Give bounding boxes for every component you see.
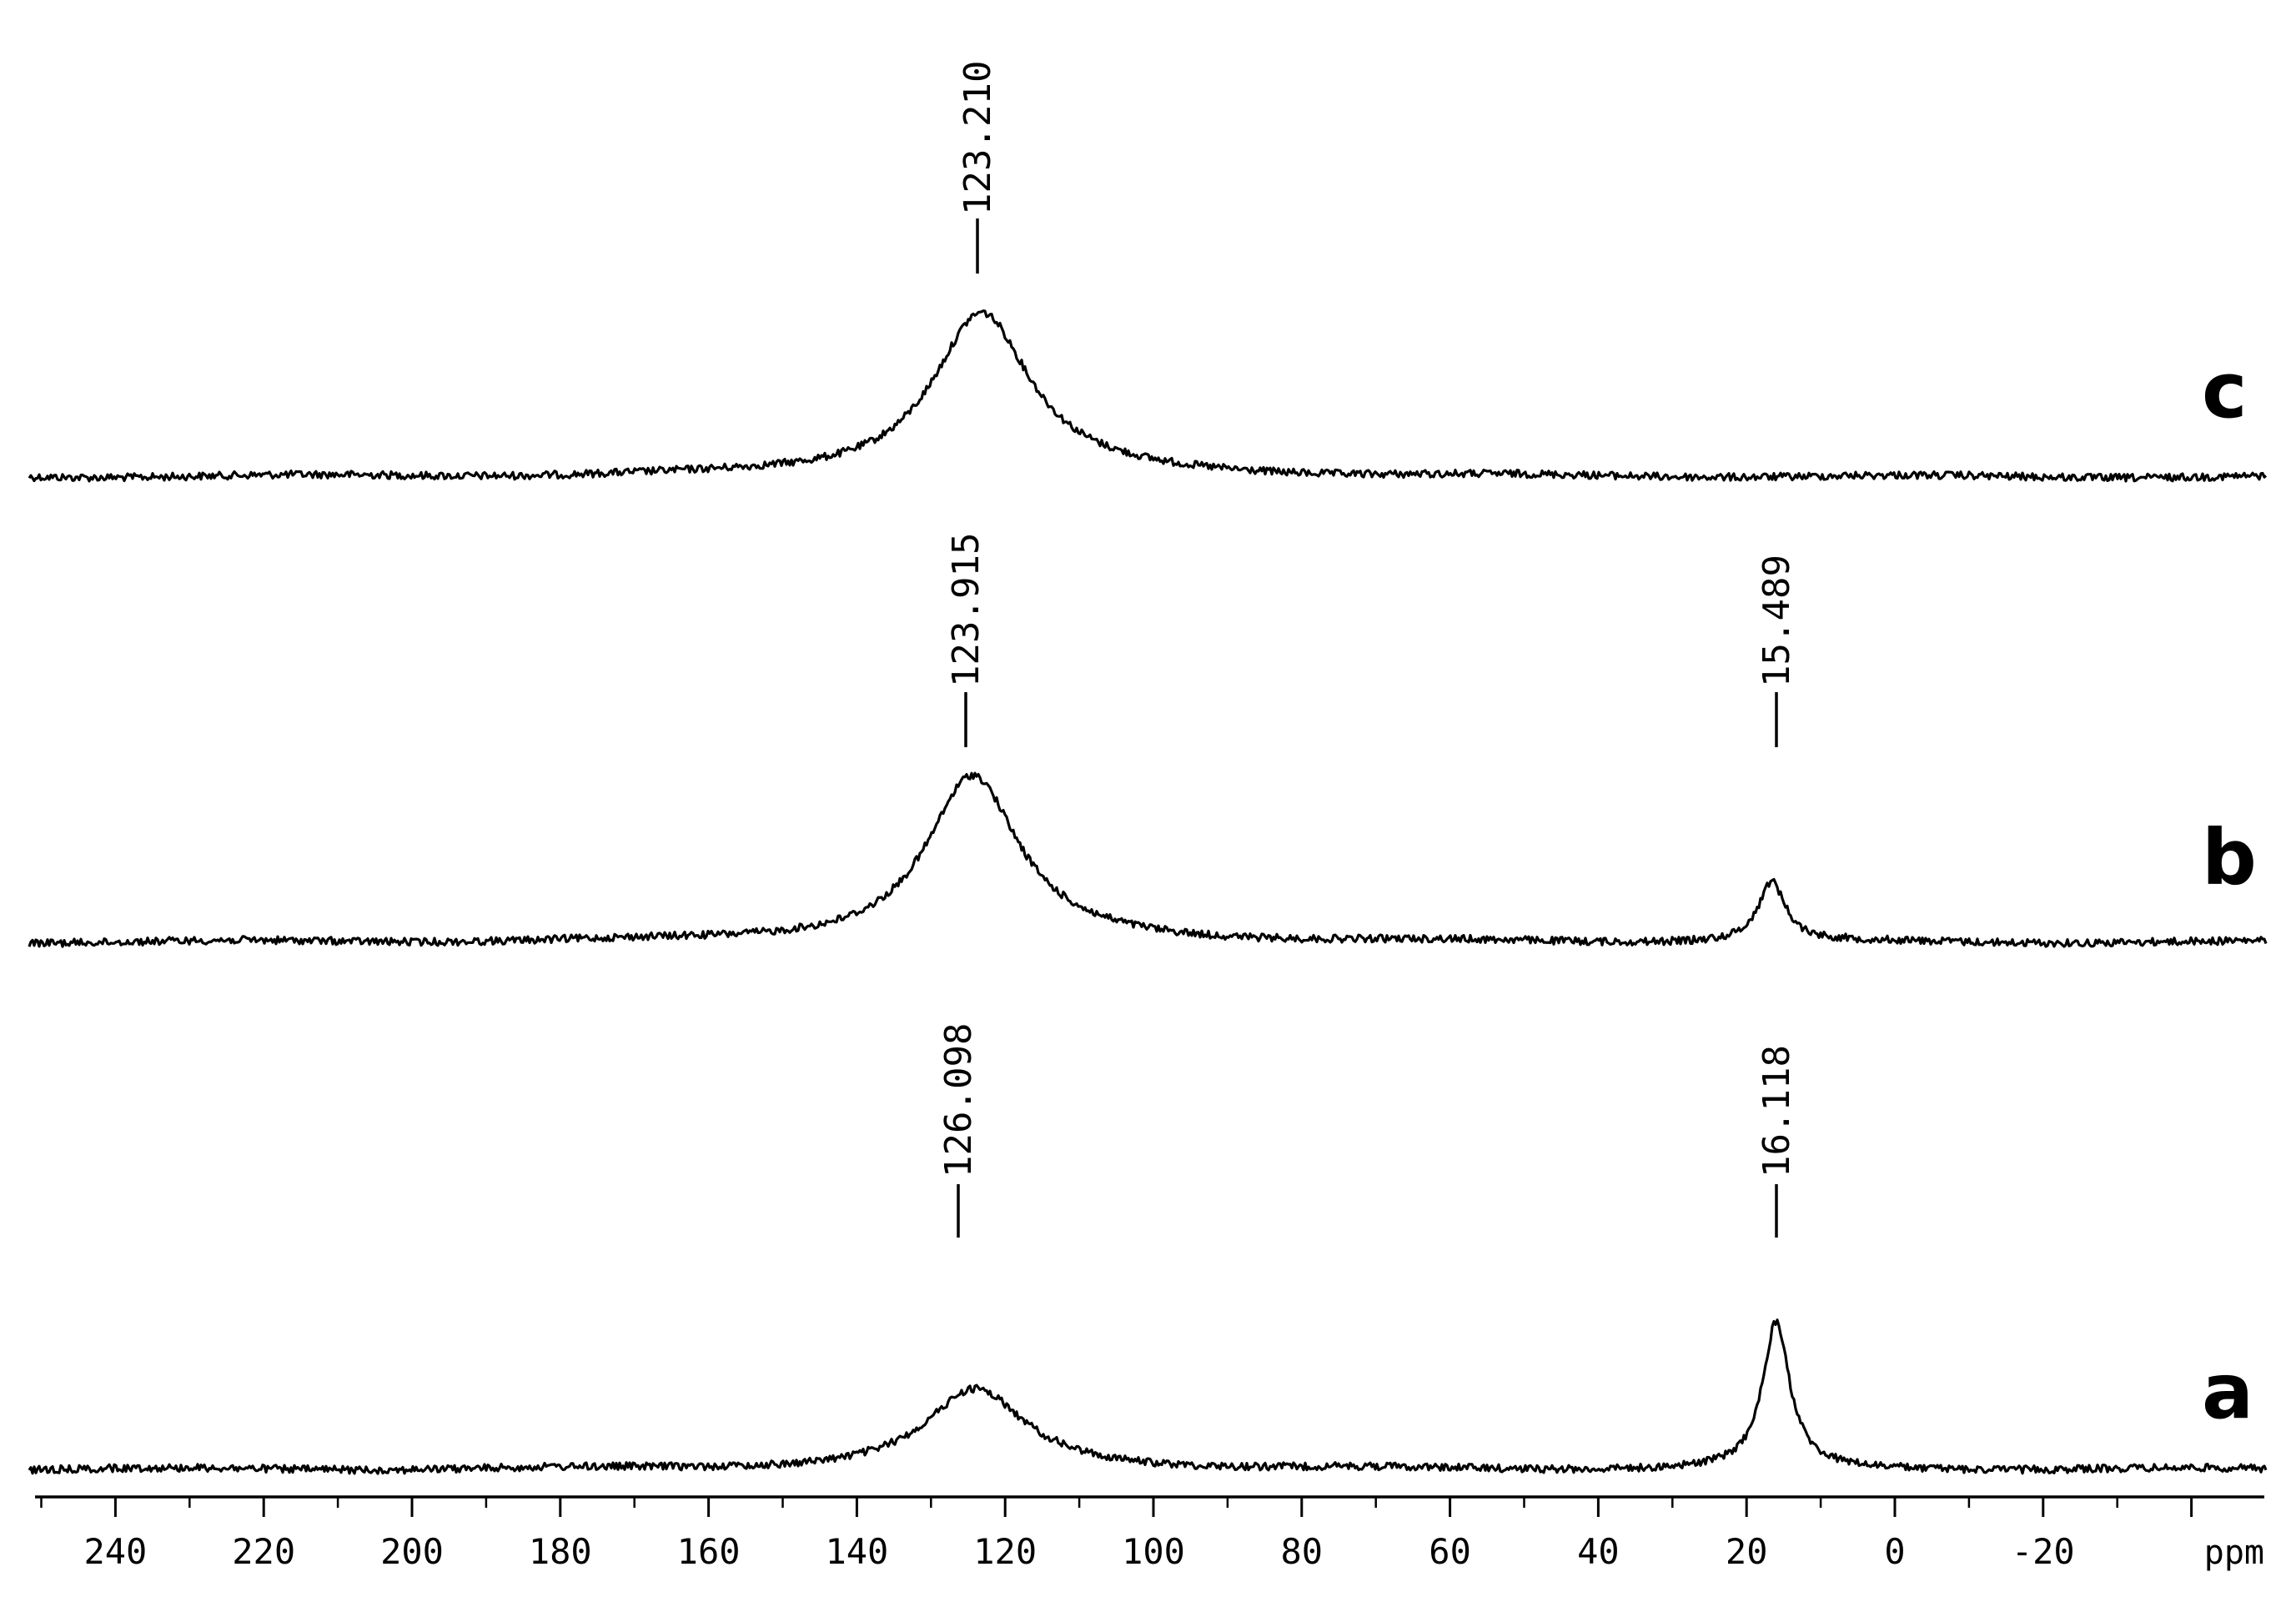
spectrum-line-b bbox=[28, 771, 2268, 948]
x-tick-label-120: 120 bbox=[973, 1531, 1037, 1572]
trace-label-b: b bbox=[2202, 813, 2257, 902]
x-tick-label-0: 0 bbox=[1884, 1531, 1905, 1572]
trace-letters: c b a bbox=[2202, 346, 2257, 1436]
x-tick-label-20: 20 bbox=[1726, 1531, 1768, 1572]
peak-label-b-1: 123.915 bbox=[945, 533, 987, 687]
x-tick-label-40: 40 bbox=[1577, 1531, 1620, 1572]
x-tick-label-80: 80 bbox=[1281, 1531, 1324, 1572]
x-axis-unit-label: ppm bbox=[2204, 1534, 2264, 1572]
spectrum-line-a bbox=[28, 1318, 2268, 1475]
x-tick-label--20: -20 bbox=[2012, 1531, 2075, 1572]
x-tick-label-220: 220 bbox=[232, 1531, 295, 1572]
spectrum-line-c bbox=[28, 309, 2268, 483]
x-axis: 240 220 200 180 160 140 120 100 80 60 40 20 0 -20 ppm bbox=[35, 1495, 2264, 1572]
x-tick-label-60: 60 bbox=[1429, 1531, 1471, 1572]
trace-label-a: a bbox=[2202, 1347, 2253, 1436]
peak-label-c-1: 123.210 bbox=[957, 61, 999, 215]
x-tick-label-180: 180 bbox=[529, 1531, 592, 1572]
peak-label-a-1: 126.098 bbox=[937, 1023, 980, 1178]
x-axis-ticks: 240 220 200 180 160 140 120 100 80 60 40 20 0 -20 bbox=[40, 1497, 2193, 1572]
x-tick-label-200: 200 bbox=[380, 1531, 444, 1572]
peak-label-a-2: 16.118 bbox=[1756, 1045, 1798, 1178]
spectrum-traces bbox=[28, 309, 2268, 1475]
x-tick-label-140: 140 bbox=[825, 1531, 888, 1572]
x-tick-label-240: 240 bbox=[83, 1531, 147, 1572]
x-tick-label-100: 100 bbox=[1122, 1531, 1185, 1572]
trace-label-c: c bbox=[2202, 346, 2248, 435]
x-tick-label-160: 160 bbox=[677, 1531, 741, 1572]
peak-label-b-2: 15.489 bbox=[1756, 555, 1798, 687]
peak-markers: 123.210 123.915 15.489 126.098 16.118 bbox=[937, 61, 1798, 1238]
